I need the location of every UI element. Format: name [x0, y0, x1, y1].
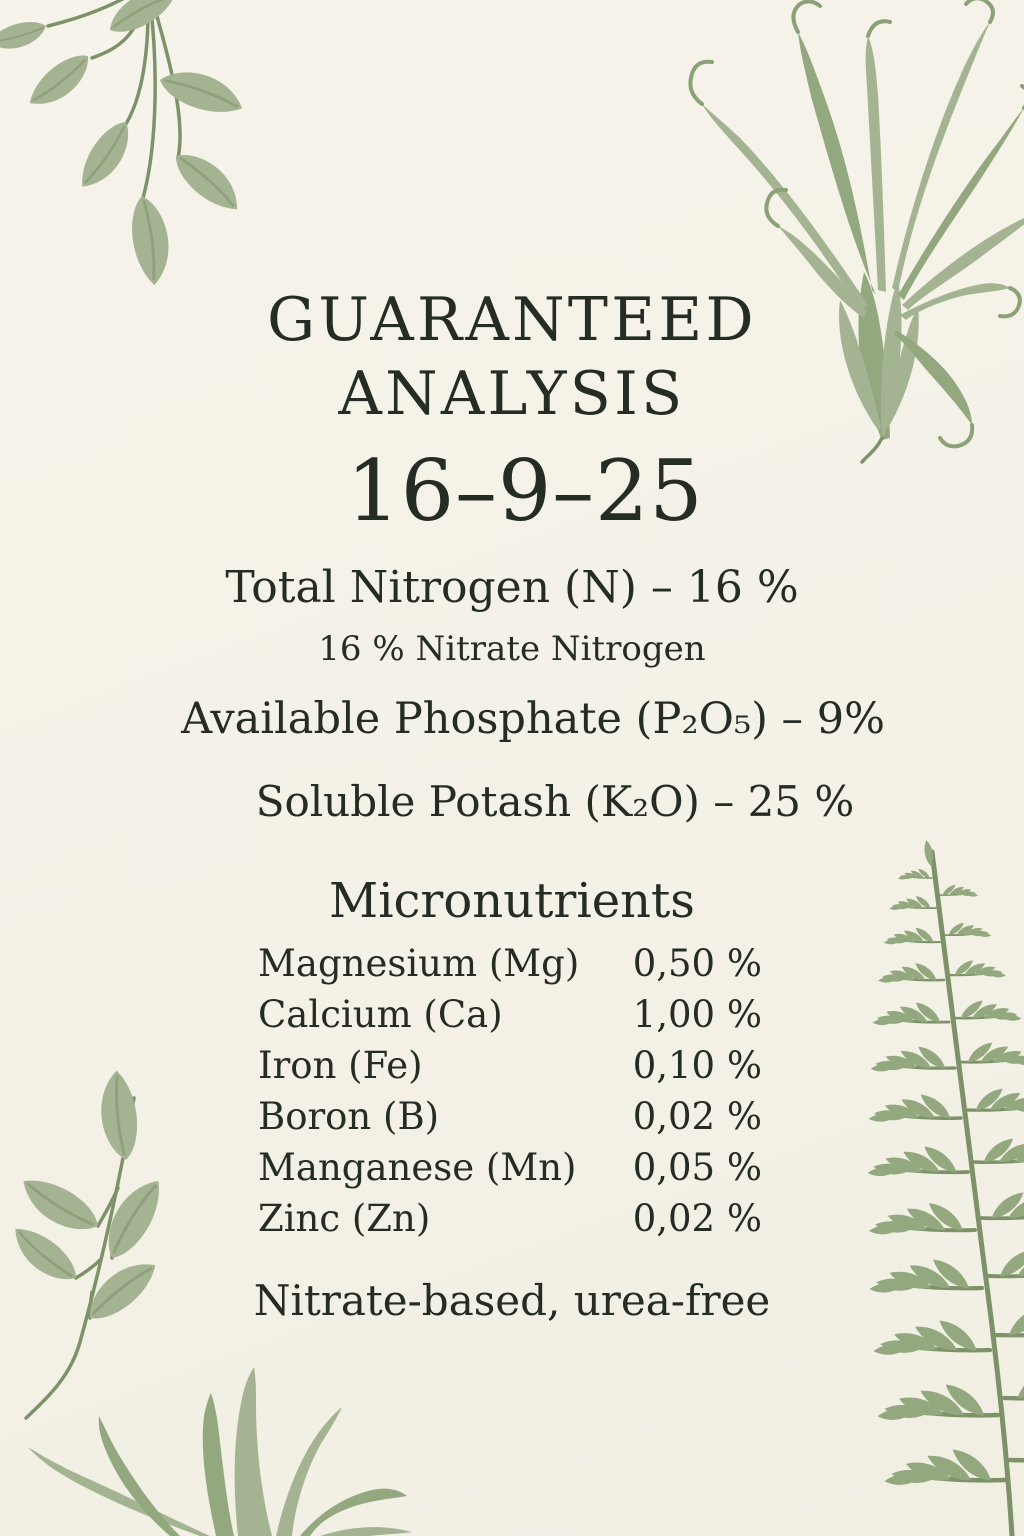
fern-frond-illustration — [863, 839, 1024, 1536]
micronutrient-value: 0,50 % — [632, 942, 762, 985]
table-row: Iron (Fe) 0,10 % — [258, 1040, 762, 1091]
micronutrient-value: 0,05 % — [632, 1146, 762, 1189]
title-line-1: GUARANTEED — [267, 285, 757, 355]
micronutrient-value: 0,02 % — [632, 1197, 762, 1240]
available-phosphate-line: Available Phosphate (P₂O₅) – 9% — [181, 694, 885, 744]
micronutrient-value: 0,02 % — [632, 1095, 762, 1138]
soluble-potash-line: Soluble Potash (K₂O) – 25 % — [255, 777, 855, 826]
npk-ratio: 16–9–25 — [346, 442, 704, 540]
footnote: Nitrate-based, urea-free — [253, 1276, 771, 1325]
table-row: Boron (B) 0,02 % — [258, 1091, 762, 1142]
table-row: Zinc (Zn) 0,02 % — [258, 1193, 762, 1244]
total-nitrogen-line: Total Nitrogen (N) – 16 % — [225, 562, 799, 613]
micronutrient-name: Zinc (Zn) — [258, 1197, 431, 1240]
micronutrient-name: Calcium (Ca) — [258, 993, 503, 1036]
micronutrient-value: 1,00 % — [632, 993, 762, 1036]
micronutrient-name: Manganese (Mn) — [258, 1146, 577, 1189]
grass-tuft-illustration — [28, 1367, 412, 1536]
micronutrient-name: Iron (Fe) — [258, 1044, 423, 1087]
micronutrient-name: Magnesium (Mg) — [258, 942, 580, 985]
table-row: Manganese (Mn) 0,05 % — [258, 1142, 762, 1193]
micronutrients-table: Magnesium (Mg) 0,50 % Calcium (Ca) 1,00 … — [258, 938, 762, 1244]
title-line-2: ANALYSIS — [338, 358, 686, 429]
leafy-branch-illustration — [0, 0, 251, 289]
nitrate-nitrogen-subline: 16 % Nitrate Nitrogen — [318, 629, 706, 669]
table-row: Magnesium (Mg) 0,50 % — [258, 938, 762, 989]
micronutrients-heading: Micronutrients — [329, 873, 695, 929]
leaf-sprig-illustration — [3, 1067, 174, 1420]
micronutrient-value: 0,10 % — [632, 1044, 762, 1087]
air-plant-illustration — [688, 0, 1024, 464]
table-row: Calcium (Ca) 1,00 % — [258, 989, 762, 1040]
guaranteed-analysis-title: GUARANTEED ANALYSIS — [0, 284, 1024, 432]
micronutrient-name: Boron (B) — [258, 1095, 440, 1138]
